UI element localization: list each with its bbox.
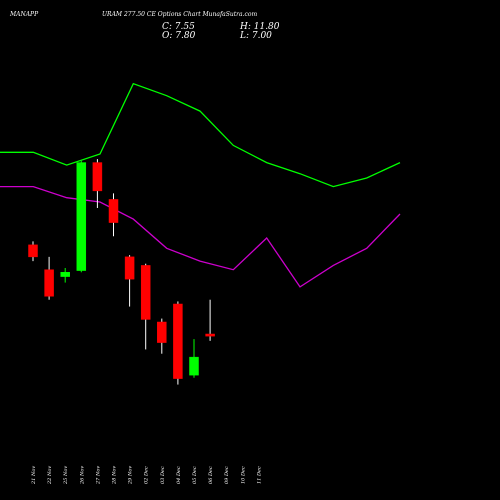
x-tick-label: 10 Dec [240,466,246,484]
candlesticks [28,159,215,385]
x-tick-label: 06 Dec [208,466,214,484]
x-tick-label: 29 Nov [128,466,134,485]
x-tick-label: 03 Dec [160,466,166,484]
x-tick-label: 11 Dec [256,466,262,484]
candle-body [157,321,167,343]
open-value: O: 7.80 [162,31,196,41]
x-tick-label: 05 Dec [192,466,198,484]
candle-body [189,356,199,376]
candle-body [76,162,87,271]
candle-body [205,333,215,337]
upper-indicator-line [0,82,401,188]
indicator-lines [0,82,401,288]
x-tick-label: 09 Dec [224,466,230,484]
x-tick-label: 25 Nov [63,466,69,485]
candle-body [28,244,38,258]
x-tick-label: 21 Nov [31,466,37,485]
chart-subtitle: URAM 277.50 CE Options Chart MunafaSutra… [102,11,257,18]
candle-body [108,199,119,223]
x-axis-ticks: 21 Nov 22 Nov 25 Nov 26 Nov 27 Nov 28 Nov 29 N… [31,466,262,485]
chart-symbol: MANAPP [9,11,39,18]
candle-body [60,272,70,277]
candle-body [92,162,103,192]
candle-body [44,269,54,297]
x-tick-label: 02 Dec [144,466,150,484]
x-tick-label: 26 Nov [79,466,85,485]
x-tick-label: 04 Dec [176,466,182,484]
candle-body [124,256,135,280]
low-value: L: 7.00 [239,31,272,41]
x-tick-label: 28 Nov [112,466,118,485]
close-value: C: 7.55 [162,22,195,32]
lower-indicator-line [0,185,401,288]
x-tick-label: 27 Nov [95,466,101,485]
candle-body [173,303,183,379]
high-value: H: 11.80 [239,22,280,32]
candle-body [140,265,151,320]
x-tick-label: 22 Nov [47,466,53,485]
